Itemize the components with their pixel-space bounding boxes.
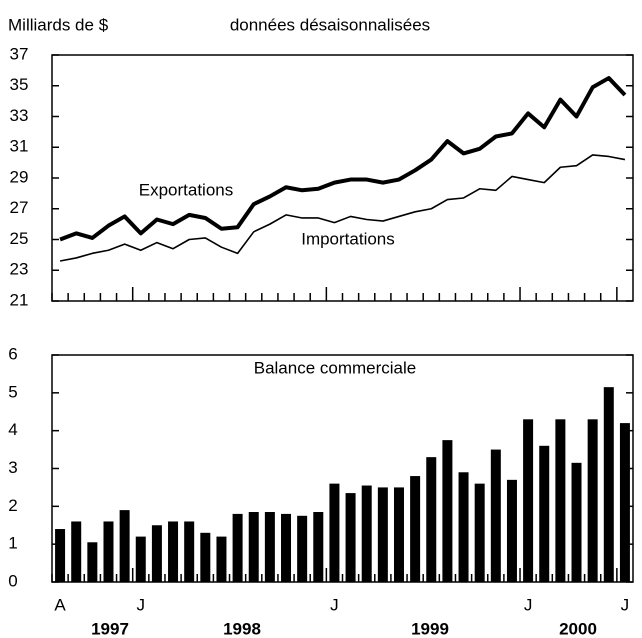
y-tick-label: 27 <box>10 198 29 217</box>
bar <box>103 521 114 582</box>
bar <box>442 440 453 582</box>
bar <box>474 483 485 582</box>
series-line <box>59 154 626 262</box>
bar <box>523 419 534 582</box>
x-tick-label: J <box>137 595 146 614</box>
y-tick-label: 37 <box>10 44 29 63</box>
bar <box>168 521 179 582</box>
plot-frame <box>51 54 634 302</box>
bar <box>135 536 146 582</box>
y-tick-label: 35 <box>10 75 29 94</box>
bar <box>426 457 437 582</box>
bar <box>216 536 227 582</box>
x-tick-label: J <box>621 595 630 614</box>
bar <box>151 525 162 582</box>
bar <box>490 449 501 582</box>
bar <box>248 512 259 582</box>
bar <box>313 512 324 582</box>
x-tick-label: J <box>524 595 533 614</box>
bar <box>587 419 598 582</box>
y-tick-label: 1 <box>8 534 17 553</box>
bar <box>603 387 614 582</box>
y-axis-label: Milliards de $ <box>8 15 109 34</box>
y-tick-label: 6 <box>8 344 17 363</box>
chart-subtitle: données désaisonnalisées <box>230 15 430 34</box>
bar <box>297 515 308 582</box>
bar <box>458 472 469 582</box>
y-tick-label: 33 <box>10 106 29 125</box>
y-tick-label: 21 <box>10 290 29 309</box>
y-tick-label: 29 <box>10 167 29 186</box>
bar <box>571 462 582 582</box>
y-tick-label: 2 <box>8 496 17 515</box>
y-tick-label: 25 <box>10 229 29 248</box>
year-label: 1997 <box>91 619 129 638</box>
bar <box>393 487 404 582</box>
bar <box>361 485 372 582</box>
bar <box>87 542 98 582</box>
bar <box>281 513 292 582</box>
y-tick-label: 0 <box>8 571 17 590</box>
panel-title: Balance commerciale <box>254 358 417 377</box>
x-tick-label: A <box>54 595 66 614</box>
year-label: 2000 <box>559 619 597 638</box>
bar <box>200 532 211 582</box>
bar <box>184 521 195 582</box>
bar <box>329 483 340 582</box>
bar <box>555 419 566 582</box>
bar <box>539 445 550 582</box>
bar <box>619 423 630 582</box>
year-label: 1999 <box>411 619 449 638</box>
bar <box>377 487 388 582</box>
bar <box>264 512 275 582</box>
x-tick-label: J <box>330 595 339 614</box>
y-tick-label: 3 <box>8 458 17 477</box>
y-tick-label: 23 <box>10 260 29 279</box>
series-line <box>59 76 627 242</box>
bar <box>410 476 421 582</box>
bar <box>119 510 130 582</box>
year-label: 1998 <box>223 619 261 638</box>
y-tick-label: 31 <box>10 137 29 156</box>
bar <box>55 529 66 582</box>
y-tick-label: 4 <box>8 420 17 439</box>
bar <box>345 493 356 582</box>
bar <box>506 479 517 582</box>
series-label: Exportations <box>139 180 234 199</box>
y-tick-label: 5 <box>8 382 17 401</box>
series-label: Importations <box>301 229 395 248</box>
bar <box>71 521 82 582</box>
bar <box>232 513 243 582</box>
